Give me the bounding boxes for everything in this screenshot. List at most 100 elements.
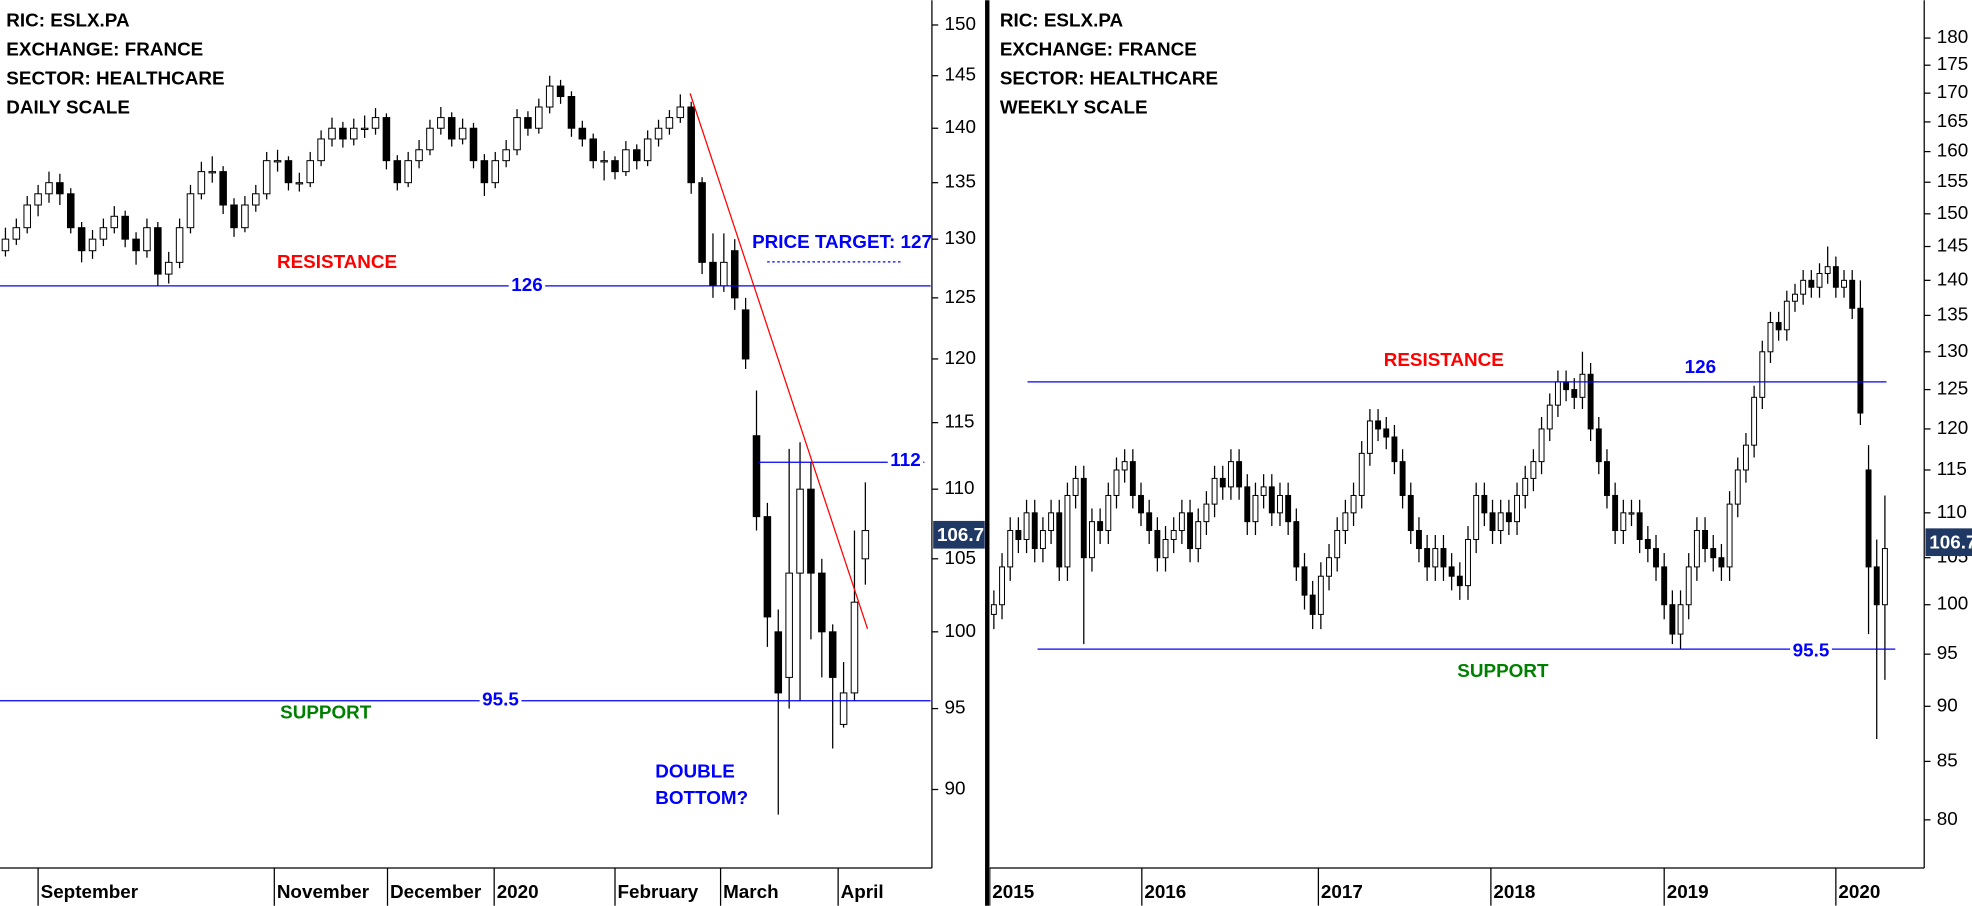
candle-body xyxy=(796,488,804,574)
x-tick-label: 2019 xyxy=(1667,881,1709,902)
candle-body xyxy=(1473,494,1480,540)
candle-body xyxy=(1432,548,1439,568)
candle-body xyxy=(524,117,532,129)
candle-body xyxy=(1849,279,1856,309)
candle-body xyxy=(164,261,173,275)
candle-body xyxy=(252,193,260,206)
last-price-label: 106.7 xyxy=(937,524,984,545)
last-price-box xyxy=(933,520,985,549)
candle-body xyxy=(1595,428,1602,463)
candle-body xyxy=(186,193,195,229)
candle-body xyxy=(1857,307,1864,414)
candle-body xyxy=(1742,444,1749,471)
candle-body xyxy=(393,160,402,184)
level-label: 126 xyxy=(1685,356,1716,377)
y-tick-label: 120 xyxy=(1937,417,1968,438)
candle-body xyxy=(1170,530,1177,540)
candle-body xyxy=(360,127,369,131)
y-tick-label: 115 xyxy=(944,411,974,432)
candle-body xyxy=(1726,503,1733,568)
candle-body xyxy=(1154,530,1161,559)
candle-body xyxy=(1187,512,1194,550)
candle-body xyxy=(1489,512,1496,532)
candle-body xyxy=(1644,538,1651,550)
y-tick-label: 85 xyxy=(1937,749,1958,770)
candle-body xyxy=(1497,512,1504,532)
y-tick-label: 90 xyxy=(1937,694,1958,715)
candle-body xyxy=(1873,566,1880,606)
candle-body xyxy=(1113,469,1120,496)
info-line: WEEKLY SCALE xyxy=(1000,96,1148,117)
candle-body xyxy=(1162,538,1169,559)
y-tick-label: 90 xyxy=(944,777,965,798)
candle-body xyxy=(676,106,685,119)
candle-body xyxy=(861,530,870,560)
candle-body xyxy=(828,631,837,678)
candle-body xyxy=(1620,512,1627,532)
candle-body xyxy=(241,204,249,229)
candle-body xyxy=(752,435,761,518)
candle-body xyxy=(1563,381,1570,391)
candle-body xyxy=(262,160,271,195)
y-tick-label: 165 xyxy=(1937,110,1968,131)
candle-body xyxy=(447,117,456,140)
y-tick-label: 175 xyxy=(1937,53,1968,74)
candle-body xyxy=(730,250,739,299)
x-axis: 2015 2016 2017 2018 2019 2020 xyxy=(989,868,1880,906)
candle-body xyxy=(1007,530,1014,568)
x-tick-label: 2018 xyxy=(1493,881,1535,902)
candle-body xyxy=(77,227,86,252)
candle-body xyxy=(1293,521,1300,568)
candle-body xyxy=(556,85,565,98)
candle-body xyxy=(502,149,510,162)
candle-body xyxy=(1505,512,1512,523)
candle-body xyxy=(1195,521,1202,550)
candle-body xyxy=(1031,512,1038,550)
candle-body xyxy=(132,238,140,252)
x-tick-label: February xyxy=(618,881,699,902)
candle-body xyxy=(1080,477,1087,559)
candle-body xyxy=(741,309,750,360)
candle-body xyxy=(1571,389,1578,398)
x-tick-label: 2015 xyxy=(992,881,1034,902)
candle-body xyxy=(698,182,706,263)
candle-body xyxy=(328,127,336,140)
candle-body xyxy=(1317,575,1324,615)
candle-body xyxy=(1350,494,1357,514)
candle-body xyxy=(1211,477,1218,505)
x-tick-label: November xyxy=(277,881,370,902)
candle-body xyxy=(1841,279,1847,288)
candles xyxy=(990,246,1888,739)
candle-body xyxy=(1456,575,1463,587)
candle-body xyxy=(1702,530,1709,550)
candle-body xyxy=(34,193,42,206)
y-tick-label: 105 xyxy=(944,547,975,568)
x-tick-label: 2016 xyxy=(1144,881,1186,902)
candle-body xyxy=(404,160,412,184)
y-tick-label: 140 xyxy=(1937,268,1968,289)
candle-body xyxy=(1653,548,1659,568)
candle-body xyxy=(1604,461,1610,496)
candle-body xyxy=(1039,530,1046,550)
info-line: SECTOR: HEALTHCARE xyxy=(6,67,224,88)
candle-body xyxy=(1048,512,1055,532)
candle-body xyxy=(175,227,184,263)
candle-body xyxy=(1375,420,1382,430)
candle-body xyxy=(1816,272,1823,288)
y-tick-label: 140 xyxy=(944,116,975,137)
candle-body xyxy=(1783,300,1790,331)
candle-body xyxy=(1587,373,1594,430)
level-label: 112 xyxy=(890,449,920,470)
candle-body xyxy=(1718,557,1725,568)
support-label: SUPPORT xyxy=(1457,660,1549,681)
last-price-box xyxy=(1925,528,1972,557)
level-label: 95.5 xyxy=(1793,640,1830,661)
candles xyxy=(1,75,870,815)
candle-body xyxy=(1023,512,1030,540)
y-tick-label: 125 xyxy=(1937,378,1968,399)
x-tick-label: September xyxy=(41,881,139,902)
price-target-label: PRICE TARGET: 127 xyxy=(752,231,932,252)
candle-body xyxy=(1178,512,1185,532)
